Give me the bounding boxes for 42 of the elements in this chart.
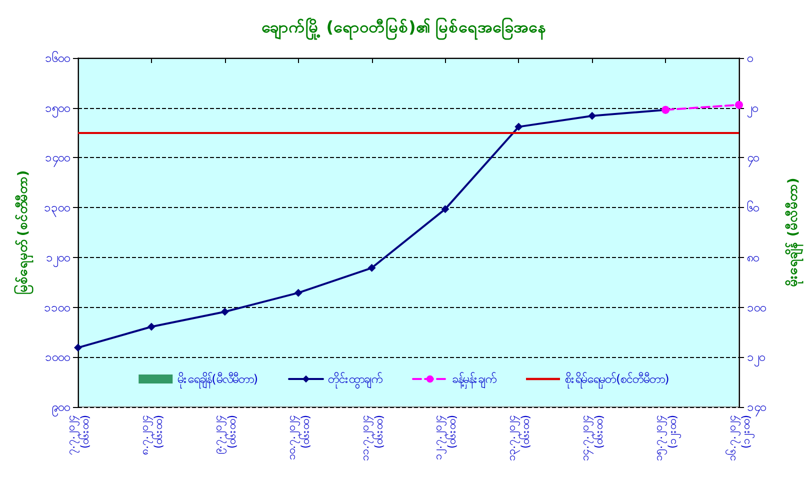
y2-tick-label: ၆၀: [747, 200, 759, 215]
point: [220, 308, 229, 316]
y2-tick-label: ၄၀: [747, 150, 759, 168]
legend-label: စိုးရိမ်ရေမှတ်(စင်တီမီတာ): [565, 371, 670, 389]
x-tick-label: ၁၅.၇.၂၀၂၄ (၁၂း၀၀): [652, 415, 682, 461]
x-tick-label: ၁၃.၇.၂၀၂၄ (၀၆း၀၀): [505, 415, 532, 461]
y2-axis-title: မိုးရေချိန် (မီလီမီတာ): [784, 178, 804, 288]
y2-tick-label: ၁၄၀: [747, 400, 766, 414]
x-tick-label: ၁၀.၇.၂၀၂၄ (၀၆း၀၀): [284, 415, 312, 460]
point: [368, 264, 376, 272]
x-tick-label: ၁၂.၇.၂၀၂၄ (၀၆း၀၀): [432, 415, 459, 460]
y2-tick-label: ၁၀၀: [747, 300, 766, 314]
y-tick-label: ၁၁၀၀: [44, 300, 70, 314]
y-tick-label: ၁၅၀၀: [45, 100, 70, 118]
point: [588, 112, 596, 120]
y-tick-label: ၁၂၀၀: [46, 250, 70, 268]
x-tick-label: ၁၁.၇.၂၀၂၄ (၀၆း၀၀): [358, 415, 386, 461]
legend-label: မိုးရေချိန်(မီလီမီတာ): [178, 371, 258, 389]
y-axis-title: မြစ်ရေမှတ် (စင်တီမီတာ): [13, 170, 34, 295]
y2-tick-label: ၀: [747, 51, 753, 65]
y-tick-label: ၉၀၀: [52, 400, 70, 414]
legend-label: တိုင်းထွာချက်: [328, 371, 382, 389]
x-tick-label: ၉.၇.၂၀၂၄ (၀၆း၀၀): [211, 415, 238, 454]
point: [74, 344, 82, 352]
x-tick-label: ၁၄.၇.၂၀၂၄ (၀၆း၀၀): [578, 415, 606, 461]
point: [441, 205, 450, 214]
y2-tick-label: ၈၀: [747, 250, 759, 264]
point: [514, 122, 523, 131]
point: [147, 322, 156, 331]
y-tick-label: ၁၃၀၀: [44, 200, 70, 218]
y-tick-label: ၁၄၀၀: [45, 150, 70, 168]
legend-label: ခန့်မှန်းချက်: [452, 371, 496, 389]
chart-title: ချောက်မြို့ (ရောဝတီမြစ်)၏ မြစ်ရေအခြေအနေ: [262, 16, 546, 40]
y-tick-label: ၁၆၀၀: [45, 50, 70, 65]
x-tick-label: ၇.၇.၂၀၂၄ (၀၆း၀၀): [64, 415, 92, 455]
point: [735, 100, 743, 109]
y2-tick-label: ၂၀: [747, 100, 758, 118]
x-tick-label: ၈.၇.၂၀၂၄ (၀၆း၀၀): [138, 415, 165, 455]
y-tick-label: ၁၀၀၀: [45, 350, 70, 364]
x-tick-label: ၁၆.၇.၂၀၂၄ (၁၂း၀၀): [726, 415, 754, 461]
point: [294, 288, 302, 297]
y2-tick-label: ၁၂၀: [747, 350, 765, 368]
